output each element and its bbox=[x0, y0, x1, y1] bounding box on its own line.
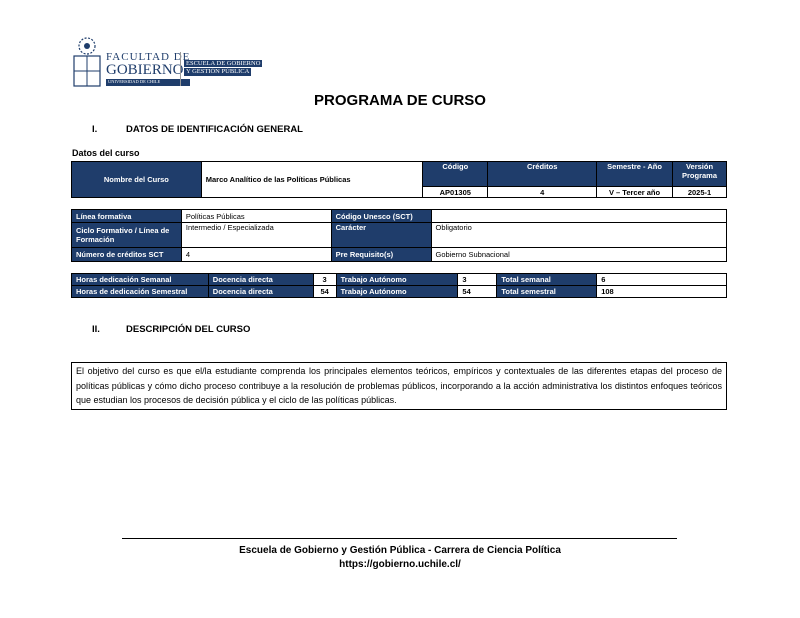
autonomo-value: 3 bbox=[457, 273, 498, 286]
ciclo-label: Ciclo Formativo / Línea de Formación bbox=[71, 222, 182, 248]
code-label: Código bbox=[422, 161, 489, 187]
docencia-value: 54 bbox=[312, 285, 337, 298]
section-title: DESCRIPCIÓN DEL CURSO bbox=[126, 324, 251, 335]
unesco-value bbox=[430, 209, 728, 223]
footer-url[interactable]: https://gobierno.uchile.cl/ bbox=[339, 559, 461, 570]
section-title: DATOS DE IDENTIFICACIÓN GENERAL bbox=[126, 124, 303, 135]
docencia-value: 3 bbox=[312, 273, 337, 286]
logo-line: FACULTAD DE bbox=[106, 51, 191, 63]
logo-divider bbox=[180, 52, 181, 86]
page-title: PROGRAMA DE CURSO bbox=[314, 92, 486, 109]
logo-line: GOBIERNO bbox=[106, 62, 184, 78]
semester-label: Semestre - Año bbox=[596, 161, 673, 187]
total-value: 6 bbox=[596, 273, 727, 286]
section-number: I. bbox=[92, 124, 98, 135]
total-label: Total semestral bbox=[496, 285, 598, 298]
hours-table: Horas dedicación Semanal Docencia direct… bbox=[71, 273, 727, 298]
linea-label: Línea formativa bbox=[71, 209, 182, 223]
logo-line: ESCUELA DE GOBIERNO bbox=[184, 60, 263, 68]
linea-value: Políticas Públicas bbox=[180, 209, 332, 223]
course-name-label: Nombre del Curso bbox=[71, 161, 202, 198]
docencia-label: Docencia directa bbox=[207, 273, 314, 286]
credits-value: 4 bbox=[487, 186, 598, 198]
caracter-label: Carácter bbox=[330, 222, 432, 248]
footer-divider bbox=[122, 538, 677, 539]
sct-label: Número de créditos SCT bbox=[71, 247, 182, 262]
autonomo-label: Trabajo Autónomo bbox=[335, 273, 459, 286]
logo-line: UNIVERSIDAD DE CHILE bbox=[106, 79, 191, 86]
section-number: II. bbox=[92, 324, 100, 335]
code-value: AP01305 bbox=[422, 186, 489, 198]
semester-value: V – Tercer año bbox=[596, 186, 673, 198]
hours-row-label: Horas de dedicación Semestral bbox=[71, 285, 209, 298]
prereq-value: Gobierno Subnacional bbox=[430, 247, 728, 262]
credits-label: Créditos bbox=[487, 161, 598, 187]
ciclo-value: Intermedio / Especializada bbox=[180, 222, 332, 248]
logo-faculty: FACULTAD DE GOBIERNO UNIVERSIDAD DE CHIL… bbox=[106, 51, 191, 86]
prereq-label: Pre Requisito(s) bbox=[330, 247, 432, 262]
course-name: Marco Analítico de las Políticas Pública… bbox=[200, 161, 424, 198]
version-label: Versión Programa bbox=[671, 161, 728, 187]
unesco-label: Código Unesco (SCT) bbox=[330, 209, 432, 223]
sct-value: 4 bbox=[180, 247, 332, 262]
logo-school: ESCUELA DE GOBIERNO Y GESTIÓN PÚBLICA bbox=[184, 60, 263, 76]
section-subtitle: Datos del curso bbox=[72, 148, 140, 158]
course-description: El objetivo del curso es que el/la estud… bbox=[71, 362, 727, 410]
autonomo-label: Trabajo Autónomo bbox=[335, 285, 459, 298]
crest-icon bbox=[73, 37, 101, 87]
university-logo: FACULTAD DE GOBIERNO UNIVERSIDAD DE CHIL… bbox=[72, 36, 282, 90]
details-table: Línea formativa Políticas Públicas Códig… bbox=[71, 209, 728, 262]
autonomo-value: 54 bbox=[457, 285, 498, 298]
total-value: 108 bbox=[596, 285, 727, 298]
course-table: Nombre del Curso Marco Analítico de las … bbox=[71, 161, 728, 198]
total-label: Total semanal bbox=[496, 273, 598, 286]
version-value: 2025-1 bbox=[671, 186, 728, 198]
footer: Escuela de Gobierno y Gestión Pública - … bbox=[0, 544, 800, 572]
caracter-value: Obligatorio bbox=[430, 222, 728, 248]
logo-line: Y GESTIÓN PÚBLICA bbox=[184, 68, 252, 76]
hours-row-label: Horas dedicación Semanal bbox=[71, 273, 209, 286]
docencia-label: Docencia directa bbox=[207, 285, 314, 298]
footer-school: Escuela de Gobierno y Gestión Pública - … bbox=[239, 545, 561, 556]
description-text: El objetivo del curso es que el/la estud… bbox=[76, 366, 722, 405]
